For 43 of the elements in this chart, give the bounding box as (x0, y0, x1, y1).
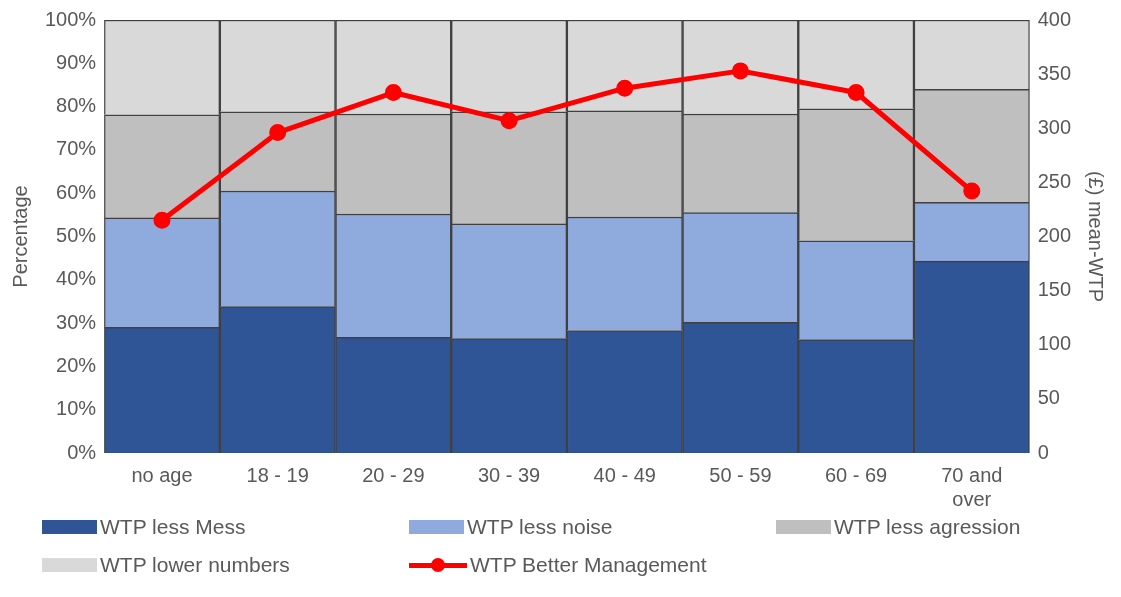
y2-tick-label: 250 (1037, 169, 1072, 192)
point (616, 79, 634, 97)
legend-label: WTP less agression (834, 515, 1021, 539)
point (963, 182, 981, 200)
y2-tick-label: 300 (1037, 115, 1072, 138)
point (731, 62, 749, 80)
y-tick-label: 70% (56, 137, 97, 160)
y2-tick-label: 0 (1037, 440, 1049, 463)
y-tick-label: 10% (56, 397, 97, 420)
legend-label: WTP less Mess (100, 515, 246, 539)
point (847, 84, 865, 102)
x-tick-label: 20 - 29 (362, 463, 425, 486)
x-tick-label: 50 - 59 (709, 463, 772, 486)
point (153, 211, 171, 229)
x-tick-label: no age (131, 463, 193, 486)
y-tick-label: 90% (56, 50, 97, 73)
x-tick-label: 30 - 39 (477, 463, 541, 486)
x-tick-label: 60 - 69 (824, 463, 888, 486)
y-tick-label: 0% (67, 440, 97, 463)
y2-tick-label: 400 (1037, 7, 1072, 30)
y-tick-label: 30% (56, 310, 97, 333)
point (384, 84, 402, 102)
y2-tick-label: 100 (1037, 332, 1072, 355)
y-tick-label: 20% (56, 353, 97, 376)
y2-axis-title: (£) mean-WTP (1085, 170, 1108, 303)
legend-label: WTP less noise (467, 515, 613, 539)
y-tick-label: 50% (56, 224, 97, 247)
x-tick-label: 40 - 49 (593, 463, 656, 486)
legend-label: WTP Better Management (470, 553, 707, 577)
y-tick-label: 100% (45, 7, 97, 30)
y-tick-label: 40% (56, 267, 97, 290)
x-tick-label: 70 and over (941, 463, 1003, 510)
y2-tick-label: 200 (1037, 224, 1072, 247)
point (269, 124, 287, 142)
y2-tick-label: 350 (1037, 61, 1072, 84)
y-tick-label: 80% (56, 94, 97, 117)
y-tick-label: 60% (56, 180, 97, 203)
point (500, 112, 518, 130)
x-tick-label: 18 - 19 (246, 463, 309, 486)
y-axis-title: Percentage (8, 185, 31, 288)
y2-tick-label: 50 (1037, 386, 1060, 409)
legend-label: WTP lower numbers (100, 553, 290, 577)
y2-tick-label: 150 (1037, 278, 1072, 301)
